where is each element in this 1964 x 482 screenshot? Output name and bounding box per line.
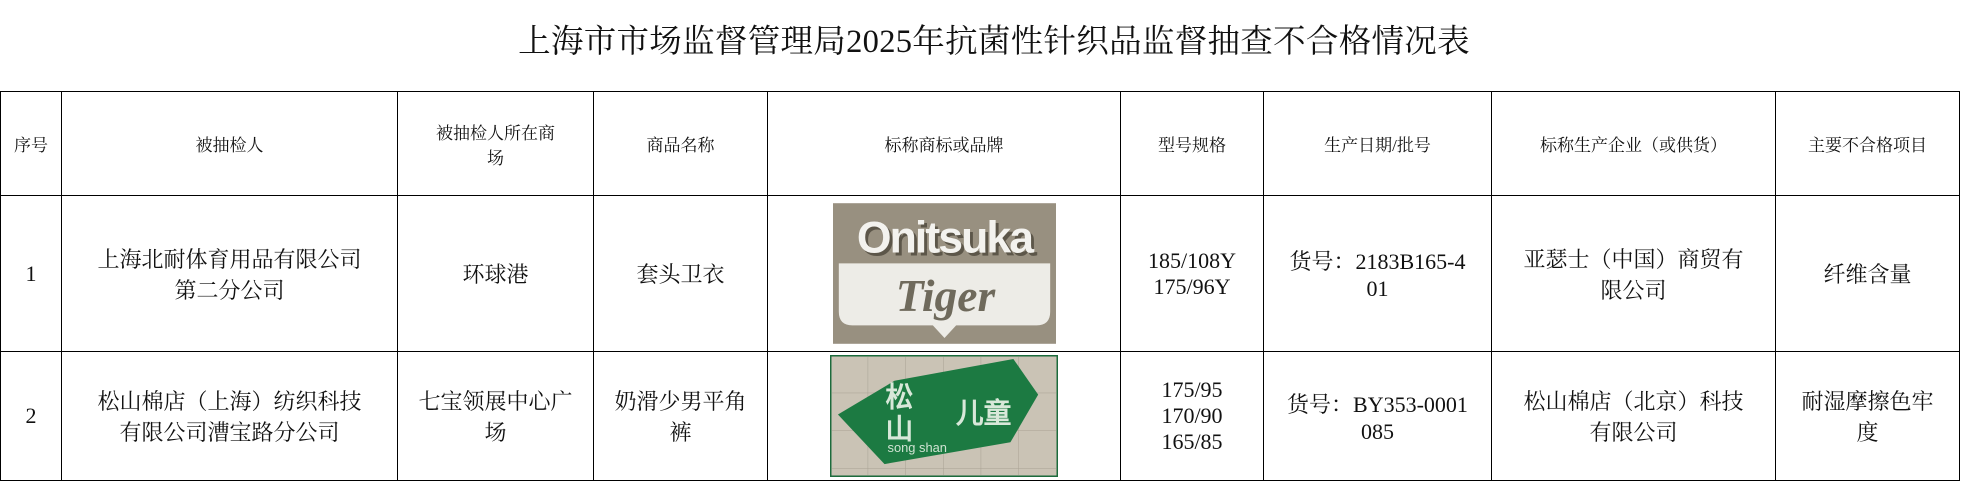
svg-text:Onitsuka: Onitsuka: [856, 214, 1034, 263]
svg-text:Tiger: Tiger: [895, 270, 996, 321]
svg-text:song shan: song shan: [888, 440, 947, 455]
svg-text:松: 松: [886, 382, 914, 413]
svg-text:儿童: 儿童: [956, 397, 1012, 428]
